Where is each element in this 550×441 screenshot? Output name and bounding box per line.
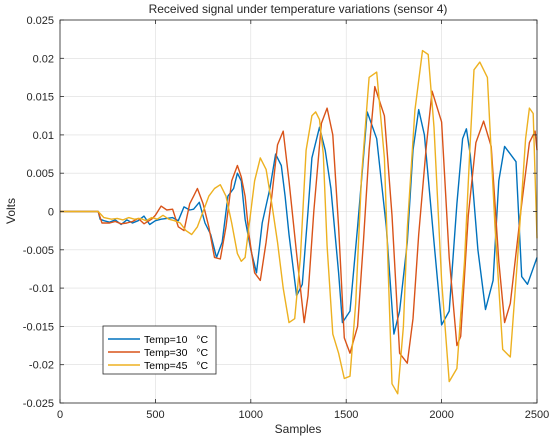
axis-ticks: [59, 19, 538, 404]
x-axis-tick-labels: 0 500 1000 1500 2000 2500: [57, 409, 549, 421]
y-tick-label: 0.025: [26, 15, 54, 27]
legend: Temp=10 °C Temp=30 °C Temp=45 °C: [102, 325, 217, 375]
x-tick-label: 1000: [239, 409, 263, 421]
legend-label: Temp=30 °C: [144, 347, 208, 359]
x-tick-label: 500: [146, 409, 164, 421]
y-tick-label: 0.015: [26, 92, 54, 104]
y-tick-label: -0.02: [29, 360, 54, 372]
legend-entry-2: Temp=45 °C: [108, 360, 208, 372]
legend-entry-0: Temp=10 °C: [108, 334, 208, 346]
x-tick-label: 2500: [525, 409, 549, 421]
legend-label: Temp=45 °C: [144, 360, 208, 372]
y-tick-label: -0.025: [23, 398, 54, 410]
x-tick-label: 2000: [429, 409, 453, 421]
y-tick-label: -0.01: [29, 283, 54, 295]
y-axis-label: Volts: [4, 198, 18, 224]
y-tick-label: -0.005: [23, 245, 54, 257]
series-line-2: [60, 49, 538, 395]
x-tick-label: 0: [57, 409, 63, 421]
y-tick-label: 0.02: [33, 53, 54, 65]
y-tick-label: 0: [48, 207, 54, 219]
x-axis-label: Samples: [275, 422, 322, 436]
chart-title: Received signal under temperature variat…: [149, 2, 448, 16]
y-tick-label: 0.01: [33, 130, 54, 142]
y-tick-label: -0.015: [23, 321, 54, 333]
x-tick-label: 1500: [334, 409, 358, 421]
series-line-0: [60, 108, 538, 335]
legend-entry-1: Temp=30 °C: [108, 347, 208, 359]
series-lines: [60, 49, 538, 395]
y-axis-tick-labels: -0.025 -0.02 -0.015 -0.01 -0.005 0 0.005 0.01 0.…: [23, 15, 54, 410]
legend-box: [102, 325, 217, 375]
series-line-1: [60, 85, 538, 364]
y-tick-label: 0.005: [26, 168, 54, 180]
legend-label: Temp=10 °C: [144, 334, 208, 346]
